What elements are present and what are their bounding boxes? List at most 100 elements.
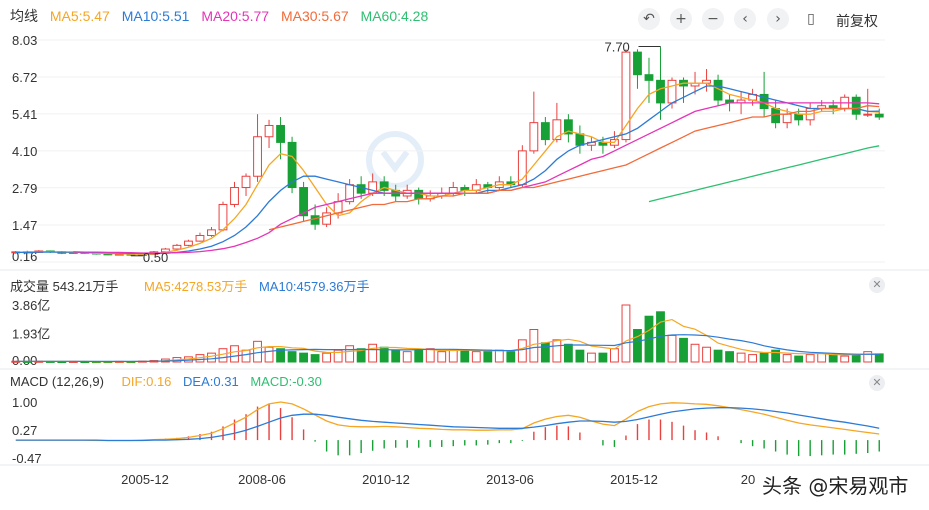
- volume-bar: [425, 348, 435, 363]
- volume-bar: [598, 352, 608, 363]
- macd-label: MACD (12,26,9): [10, 374, 104, 389]
- candle-body: [207, 229, 216, 236]
- volume-bar: [633, 329, 642, 363]
- candle-body: [874, 113, 884, 118]
- date-tick-label: 2015-12: [610, 472, 658, 487]
- date-tick-label: 2005-12: [121, 472, 169, 487]
- candle-body: [851, 96, 861, 115]
- macd-close-icon[interactable]: ✕: [869, 375, 885, 391]
- date-tick-label: 2013-06: [486, 472, 534, 487]
- date-tick-label: 20: [741, 472, 755, 487]
- zoom-out-icon[interactable]: −: [702, 8, 724, 30]
- volume-bar: [587, 352, 596, 363]
- volume-label: 成交量 543.21万手: [10, 279, 119, 294]
- volume-bar: [736, 352, 746, 363]
- candle-body: [794, 113, 804, 121]
- volume-bar: [805, 354, 815, 363]
- reset-icon[interactable]: ↶: [638, 8, 660, 30]
- candle-body: [644, 74, 654, 81]
- candle-body: [633, 51, 642, 76]
- date-tick-label: 2008-06: [238, 472, 286, 487]
- macd-tick-label: 1.00: [12, 395, 37, 410]
- snowball-logo-icon: [366, 131, 424, 189]
- volume-bar: [241, 349, 251, 363]
- price-tick-label: 4.10: [12, 144, 37, 159]
- volume-bar: [713, 349, 723, 363]
- volume-bar: [725, 351, 734, 363]
- volume-bar: [253, 340, 262, 363]
- price-tick-label: 6.72: [12, 70, 37, 85]
- volume-bar: [667, 334, 677, 363]
- candle-body: [863, 113, 873, 116]
- volume-bar: [345, 345, 355, 363]
- volume-bar: [851, 354, 861, 363]
- volume-bar: [840, 355, 850, 363]
- ma5-label: MA5:5.47: [49, 8, 110, 24]
- volume-bar: [748, 354, 758, 363]
- candle-body: [310, 215, 320, 225]
- volume-legend: 成交量 543.21万手 MA5:4278.53万手 MA10:4579.36万…: [10, 276, 378, 295]
- candle-body: [771, 108, 781, 124]
- candle-body: [575, 133, 585, 146]
- candle-body: [529, 122, 539, 152]
- volume-ma10-label: MA10:4579.36万手: [258, 279, 370, 294]
- candle-body: [621, 51, 631, 141]
- indicator-label: 均线: [10, 8, 38, 24]
- candle-body: [414, 189, 424, 200]
- volume-bar: [483, 349, 493, 363]
- candle-body: [333, 201, 343, 214]
- volume-bar: [794, 355, 804, 363]
- volume-bar: [218, 348, 228, 363]
- ma60-label: MA60:4.28: [360, 8, 429, 24]
- volume-close-icon[interactable]: ✕: [869, 277, 885, 293]
- volume-bar: [863, 351, 873, 363]
- ma60-line: [648, 145, 880, 203]
- volume-tick-label: 3.86亿: [12, 298, 50, 313]
- ma5-line: [15, 82, 880, 256]
- candle-body: [276, 124, 285, 143]
- volume-bar: [414, 349, 424, 363]
- volume-bar: [471, 351, 481, 363]
- prev-icon[interactable]: ‹: [734, 8, 756, 30]
- volume-ma5-label: MA5:4278.53万手: [144, 279, 248, 294]
- candle-body: [782, 113, 792, 124]
- volume-bar: [264, 346, 274, 363]
- volume-bar: [207, 352, 216, 363]
- candle-body: [540, 122, 550, 141]
- macd-dif-line: [15, 401, 880, 442]
- volume-bar: [874, 353, 884, 363]
- next-icon[interactable]: ›: [767, 8, 789, 30]
- candle-body: [667, 79, 677, 104]
- volume-bar: [828, 354, 838, 363]
- volume-ma10-line: [15, 334, 880, 362]
- volume-bar: [759, 352, 769, 363]
- ma-legend: 均线 MA5:5.47 MA10:5.51 MA20:5.77 MA30:5.6…: [10, 6, 436, 26]
- volume-tick-label: 1.93亿: [12, 327, 50, 342]
- volume-bar: [679, 337, 688, 363]
- price-tick-label: 8.03: [12, 33, 37, 48]
- volume-bar: [610, 348, 619, 363]
- candle-body: [230, 187, 239, 205]
- candle-body: [241, 175, 251, 189]
- volume-bar: [702, 346, 711, 363]
- candle-body: [287, 141, 297, 189]
- candle-icon[interactable]: ▯: [807, 11, 815, 27]
- candle-body: [218, 203, 228, 231]
- volume-bar: [575, 349, 585, 363]
- macd-tick-label: -0.47: [12, 451, 42, 466]
- macd-tick-label: 0.27: [12, 423, 37, 438]
- ma20-label: MA20:5.77: [201, 8, 270, 24]
- zoom-in-icon[interactable]: +: [670, 8, 692, 30]
- ma30-line: [268, 105, 880, 231]
- price-tick-label: 1.47: [12, 218, 37, 233]
- volume-bar: [460, 349, 470, 363]
- volume-bar: [563, 343, 573, 363]
- adjust-mode-button[interactable]: 前复权: [836, 13, 878, 29]
- volume-bar: [276, 348, 285, 363]
- ma10-line: [15, 85, 880, 255]
- ma30-label: MA30:5.67: [280, 8, 349, 24]
- candle-body: [322, 212, 332, 225]
- volume-bar: [356, 348, 366, 363]
- volume-tick-label: 0.00: [12, 353, 37, 368]
